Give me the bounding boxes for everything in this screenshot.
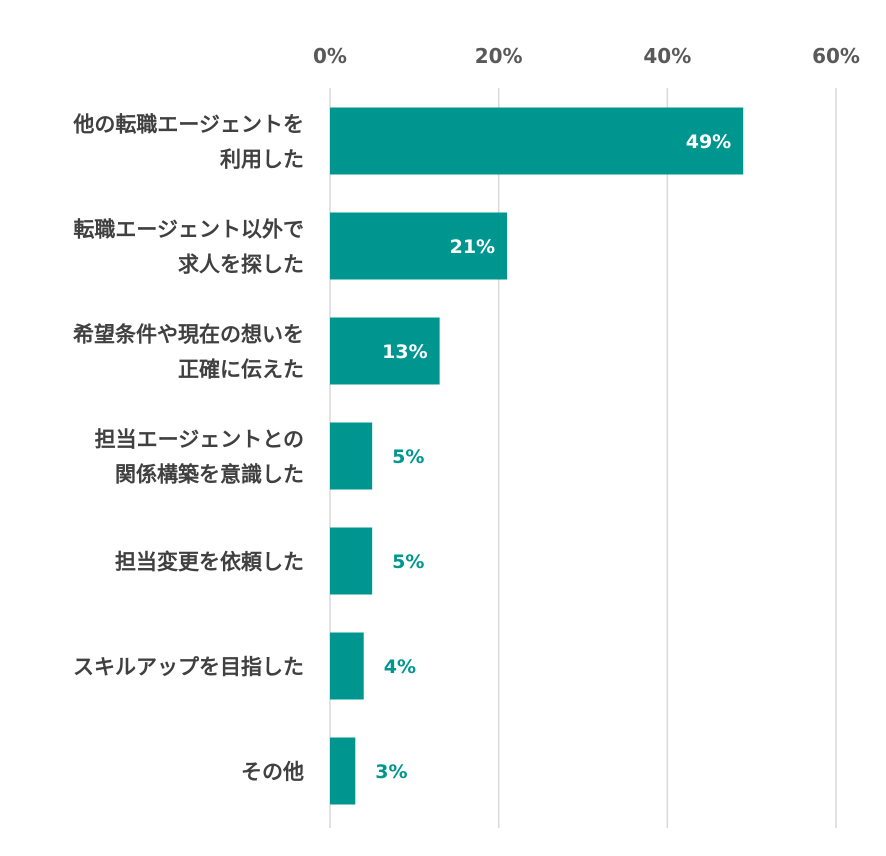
- category-label: 関係構築を意識した: [115, 463, 304, 487]
- bar: [330, 107, 744, 175]
- x-axis-ticks: 0% 20% 40% 60%: [313, 44, 860, 68]
- category-label: 利用した: [220, 148, 304, 172]
- x-tick-label: 60%: [812, 44, 860, 68]
- category-label: その他: [241, 760, 304, 784]
- data-label: 13%: [382, 341, 427, 363]
- category-label: スキルアップを目指した: [73, 655, 304, 679]
- data-label: 49%: [686, 131, 731, 153]
- bar: [330, 317, 440, 385]
- data-label: 4%: [384, 656, 416, 678]
- bar: [330, 422, 373, 490]
- data-label: 21%: [450, 236, 495, 258]
- category-label: 担当エージェントとの: [95, 428, 304, 452]
- data-label: 3%: [375, 761, 407, 783]
- category-label: 正確に伝えた: [178, 358, 304, 382]
- category-labels: 他の転職エージェントを利用した転職エージェント以外で求人を探した希望条件や現在の…: [72, 113, 304, 785]
- x-tick-label: 20%: [475, 44, 523, 68]
- x-tick-label: 40%: [643, 44, 691, 68]
- x-tick-label: 0%: [313, 44, 347, 68]
- category-label: 担当変更を依頼した: [115, 550, 304, 574]
- category-label: 他の転職エージェントを: [72, 113, 304, 137]
- data-labels: 49% 21% 13% 5% 5% 4% 3%: [375, 131, 731, 783]
- data-label: 5%: [392, 551, 424, 573]
- category-label: 転職エージェント以外で: [73, 218, 304, 242]
- bar: [330, 737, 356, 805]
- category-label: 求人を探した: [178, 253, 304, 277]
- data-label: 5%: [392, 446, 424, 468]
- bar: [330, 212, 508, 280]
- bar: [330, 632, 364, 700]
- bar: [330, 527, 373, 595]
- bars: [330, 107, 744, 805]
- category-label: 希望条件や現在の想いを: [73, 323, 304, 347]
